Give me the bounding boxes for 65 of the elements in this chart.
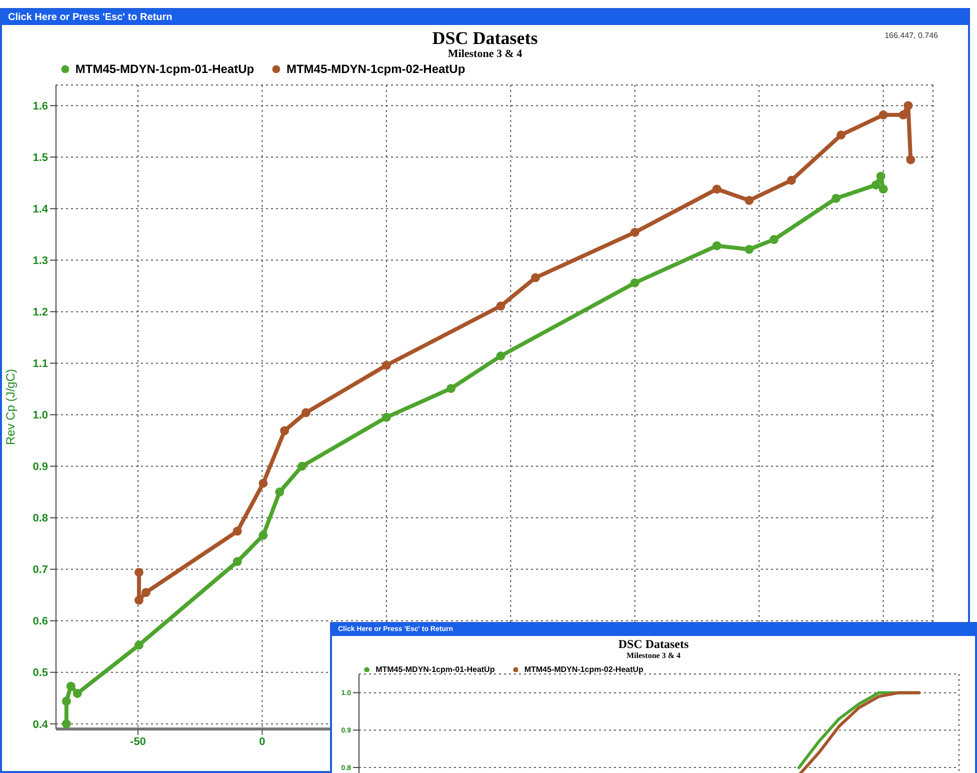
point bbox=[232, 526, 242, 536]
point bbox=[382, 360, 391, 370]
point bbox=[630, 278, 640, 288]
chart-title: DSC Datasets bbox=[617, 637, 690, 652]
point bbox=[134, 568, 144, 577]
chart-title: DSC Datasets bbox=[432, 28, 538, 48]
point bbox=[878, 184, 888, 194]
legend-label: MTM45-MDYN-1cpm-02-HeatUp bbox=[524, 665, 644, 674]
y-tick-label: 0.5 bbox=[32, 667, 48, 680]
point bbox=[904, 101, 913, 110]
point bbox=[275, 488, 284, 497]
legend-label: MTM45-MDYN-1cpm-01-HeatUp bbox=[376, 665, 495, 674]
y-tick-label: 1.6 bbox=[32, 100, 48, 113]
chart-subtitle: Milestone 3 & 4 bbox=[626, 651, 682, 660]
point bbox=[134, 640, 144, 650]
x-tick-label: -50 bbox=[130, 736, 146, 748]
point bbox=[876, 172, 886, 181]
point bbox=[898, 110, 908, 120]
legend-label: MTM45-MDYN-1cpm-01-HeatUp bbox=[75, 62, 254, 76]
y-tick-label: 1.0 bbox=[32, 410, 48, 422]
point bbox=[258, 530, 268, 540]
point bbox=[906, 155, 916, 164]
point bbox=[744, 196, 754, 205]
y-tick-label: 1.2 bbox=[32, 306, 48, 319]
point bbox=[297, 462, 306, 471]
y-tick-label: 0.7 bbox=[32, 564, 48, 576]
point bbox=[769, 235, 778, 244]
y-tick-label: 0.4 bbox=[32, 718, 49, 731]
point bbox=[66, 682, 76, 691]
point bbox=[301, 408, 310, 418]
y-tick-label: 1.4 bbox=[32, 204, 49, 216]
y-axis-title: Rev Cp (J/gC) bbox=[3, 368, 18, 446]
y-tick-label: 1.5 bbox=[32, 152, 48, 164]
point bbox=[712, 184, 722, 194]
legend-label: MTM45-MDYN-1cpm-02-HeatUp bbox=[286, 62, 466, 76]
point bbox=[836, 130, 846, 140]
point bbox=[134, 596, 144, 605]
text: Click Here or Press 'Esc' to Return bbox=[2, 10, 968, 25]
point bbox=[496, 351, 506, 360]
text: 166.447, 0.746 bbox=[884, 31, 938, 40]
point bbox=[258, 478, 268, 488]
point bbox=[62, 719, 71, 728]
point bbox=[382, 412, 391, 422]
point bbox=[141, 588, 150, 597]
point bbox=[446, 384, 456, 393]
y-tick-label: 1.1 bbox=[32, 358, 48, 370]
point bbox=[72, 688, 82, 698]
point bbox=[712, 241, 722, 250]
point bbox=[630, 228, 640, 237]
chart-subtitle: Milestone 3 & 4 bbox=[446, 48, 524, 60]
y-tick-label: 0.8 bbox=[32, 512, 48, 525]
point bbox=[62, 696, 71, 706]
point bbox=[878, 110, 888, 120]
point bbox=[280, 426, 290, 436]
point bbox=[871, 180, 880, 190]
point bbox=[832, 194, 841, 203]
y-tick-label: 0.6 bbox=[32, 616, 48, 628]
x-tick-label: 0 bbox=[259, 736, 266, 748]
point bbox=[496, 302, 506, 311]
point bbox=[232, 557, 242, 566]
y-tick-label: 1.3 bbox=[32, 255, 48, 268]
point bbox=[744, 244, 754, 254]
point bbox=[786, 176, 796, 185]
y-tick-label: 0.9 bbox=[32, 461, 48, 474]
point bbox=[530, 273, 540, 282]
